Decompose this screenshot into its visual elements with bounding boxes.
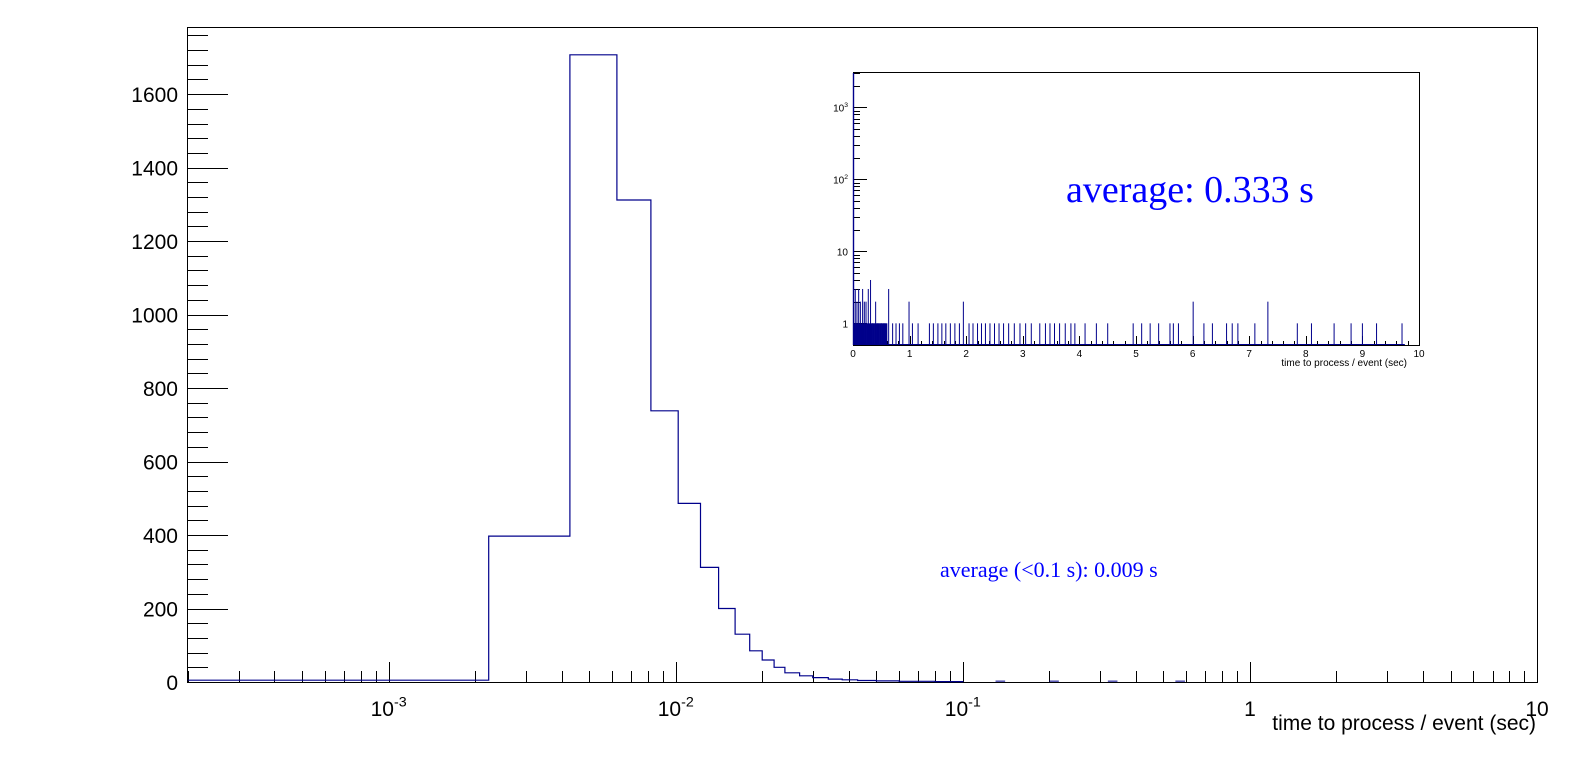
inset-average-annotation: average: 0.333 s bbox=[1066, 169, 1314, 211]
main-x-axis: 10-3 10-2 10-1 1 10 bbox=[188, 662, 1549, 721]
x-tick-label-base: 1 bbox=[1244, 698, 1256, 721]
inset-x-tick-label: 4 bbox=[1077, 349, 1083, 360]
x-tick-label: 1 bbox=[1244, 698, 1256, 721]
main-histogram bbox=[188, 54, 1185, 683]
inset-y-tick-label: 1 bbox=[842, 319, 848, 330]
x-tick-label: 10-3 bbox=[371, 695, 407, 721]
y-tick-label: 1200 bbox=[131, 231, 178, 254]
inset-x-tick-label: 7 bbox=[1246, 349, 1252, 360]
x-tick-label-base: 10 bbox=[945, 698, 968, 721]
inset-y-tick-label: 10 bbox=[837, 247, 849, 258]
inset-x-tick-label: 0 bbox=[850, 349, 856, 360]
inset-histogram bbox=[852, 73, 1405, 345]
y-tick-label: 0 bbox=[166, 672, 178, 695]
x-tick-label-exp: -2 bbox=[681, 695, 694, 711]
inset-x-tick-label: 2 bbox=[963, 349, 969, 360]
x-tick-label-base: 10 bbox=[658, 698, 681, 721]
inset-y-tick-label-base: 10 bbox=[833, 175, 845, 186]
main-x-axis-label: time to process / event (sec) bbox=[1272, 712, 1536, 735]
y-tick-label: 1000 bbox=[131, 305, 178, 328]
inset-x-axis-label: time to process / event (sec) bbox=[1281, 358, 1407, 369]
inset-plot-frame bbox=[853, 72, 1420, 346]
inset-x-tick-label: 10 bbox=[1413, 349, 1425, 360]
y-tick-label: 1400 bbox=[131, 158, 178, 181]
inset-x-tick-label: 1 bbox=[907, 349, 913, 360]
inset-y-tick-label: 102 bbox=[833, 174, 848, 187]
inset-x-tick-label: 8 bbox=[1303, 349, 1309, 360]
main-average-annotation: average (<0.1 s): 0.009 s bbox=[940, 557, 1158, 582]
y-tick-label: 400 bbox=[143, 525, 178, 548]
x-tick-label-exp: -1 bbox=[968, 695, 981, 711]
inset-y-tick-label-exp: 2 bbox=[844, 174, 848, 181]
x-tick-label-exp: -3 bbox=[394, 695, 407, 711]
inset-x-tick-label: 3 bbox=[1020, 349, 1026, 360]
main-plot-frame bbox=[187, 27, 1538, 683]
histogram-outline bbox=[188, 54, 964, 683]
inset-y-tick-label-base: 1 bbox=[842, 319, 848, 330]
x-tick-label: 10-1 bbox=[945, 695, 981, 721]
x-tick-label-base: 10 bbox=[1525, 698, 1548, 721]
inset-x-tick-label: 6 bbox=[1190, 349, 1196, 360]
inset-x-tick-label: 5 bbox=[1133, 349, 1139, 360]
x-tick-label-base: 10 bbox=[371, 698, 394, 721]
inset-x-tick-label: 9 bbox=[1360, 349, 1366, 360]
inset-y-tick-label-base: 10 bbox=[833, 103, 845, 114]
y-tick-label: 800 bbox=[143, 378, 178, 401]
y-tick-label: 600 bbox=[143, 452, 178, 475]
y-tick-label: 1600 bbox=[131, 84, 178, 107]
inset-y-tick-label-base: 10 bbox=[837, 247, 849, 258]
y-tick-label: 200 bbox=[143, 599, 178, 622]
main-y-axis: 0 200 400 600 800 1000 1200 1400 1600 bbox=[131, 35, 228, 695]
x-tick-label: 10 bbox=[1525, 698, 1548, 721]
x-tick-label: 10-2 bbox=[658, 695, 694, 721]
inset-y-tick-label-exp: 3 bbox=[844, 102, 848, 109]
inset-y-tick-label: 103 bbox=[833, 102, 848, 115]
